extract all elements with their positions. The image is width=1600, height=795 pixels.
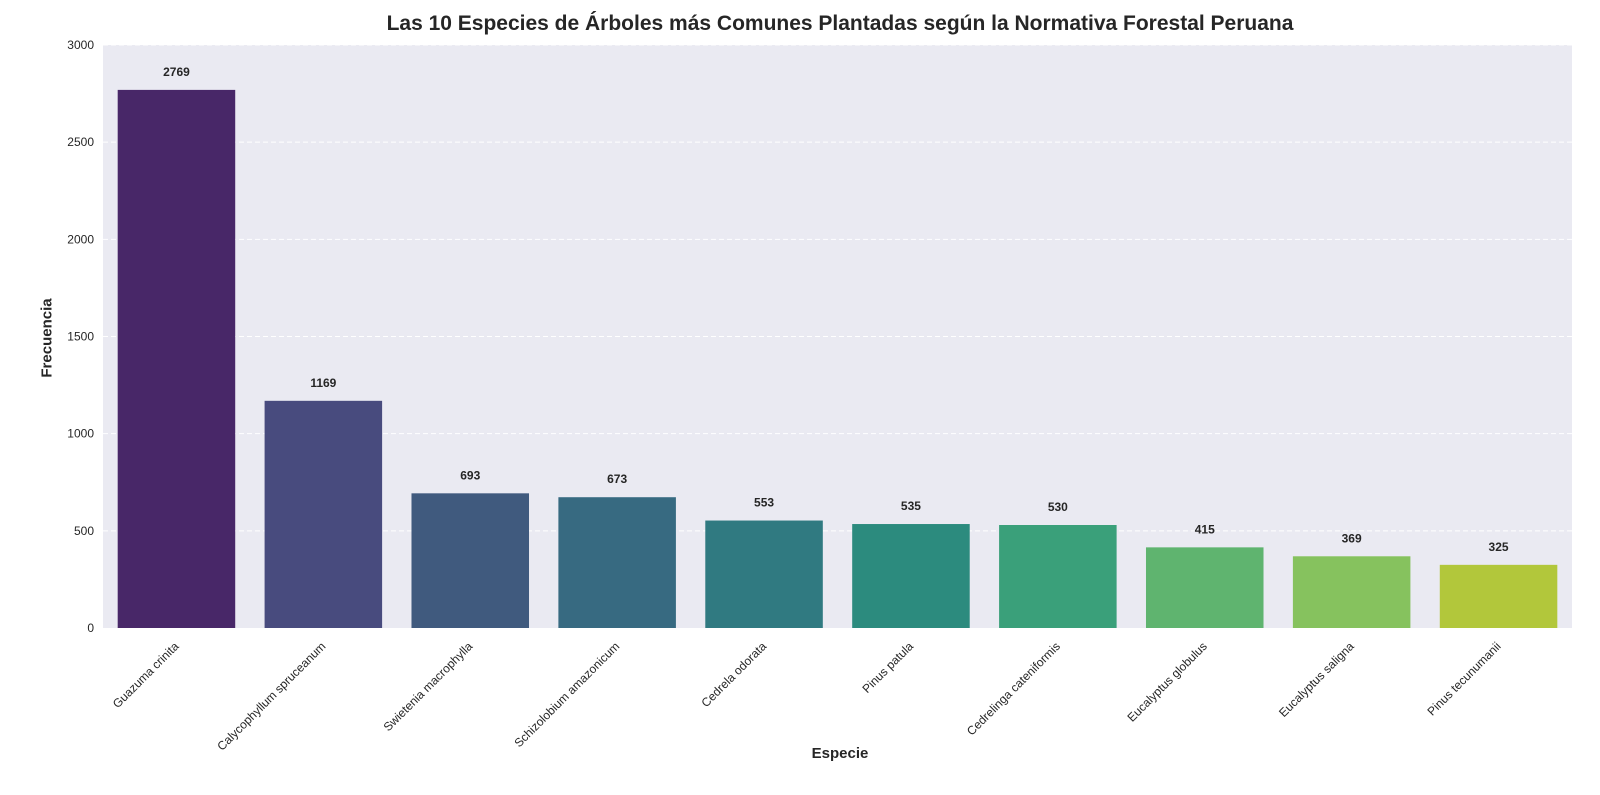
bar [852,524,970,628]
y-axis-ticks: 0 500 1000 1500 2000 2500 3000 [67,38,94,635]
x-axis-ticks: Guazuma crinita Calycophyllum spruceanum S… [110,639,1504,753]
y-tick-label: 1000 [67,427,94,441]
bar [1145,547,1264,628]
chart-title: Las 10 Especies de Árboles más Comunes P… [386,12,1294,35]
x-tick-label: Swietenia macrophylla [381,639,476,734]
y-tick-label: 2000 [67,232,94,246]
data-label: 535 [901,499,921,513]
bar [705,520,823,628]
x-tick-label: Cedrelinga cateniformis [964,639,1063,738]
x-tick-label: Eucalyptus globulus [1124,639,1209,724]
x-tick-label: Calycophyllum spruceanum [214,639,328,753]
x-axis-label: Especie [811,745,869,762]
bar [1292,556,1411,628]
x-tick-label: Cedrela odorata [698,639,769,710]
x-tick-label: Schizolobium amazonicum [511,639,622,750]
data-label: 673 [607,472,627,486]
data-label: 415 [1195,522,1215,536]
data-label: 553 [754,496,774,510]
data-label: 369 [1342,531,1362,545]
y-tick-label: 0 [87,621,94,635]
y-tick-label: 2500 [67,135,94,149]
data-label: 1169 [310,376,336,390]
data-label: 530 [1048,500,1068,514]
x-tick-label: Pinus patula [859,639,916,696]
bar [1439,564,1558,628]
bar [558,497,676,628]
x-tick-label: Guazuma crinita [110,639,182,711]
x-tick-label: Eucalyptus saligna [1276,639,1357,720]
data-labels: 2769 1169 693 673 553 535 530 415 369 325 [163,65,1509,554]
y-tick-label: 3000 [67,38,94,52]
bar [264,400,383,628]
data-label: 693 [460,468,480,482]
bar [117,89,236,629]
bar [411,493,530,628]
data-label: 2769 [163,65,190,79]
bars [117,89,1558,629]
y-tick-label: 500 [74,524,94,538]
y-tick-label: 1500 [67,330,94,344]
data-label: 325 [1489,540,1509,554]
x-tick-label: Pinus tecunumanii [1424,639,1503,718]
bar [999,525,1117,628]
